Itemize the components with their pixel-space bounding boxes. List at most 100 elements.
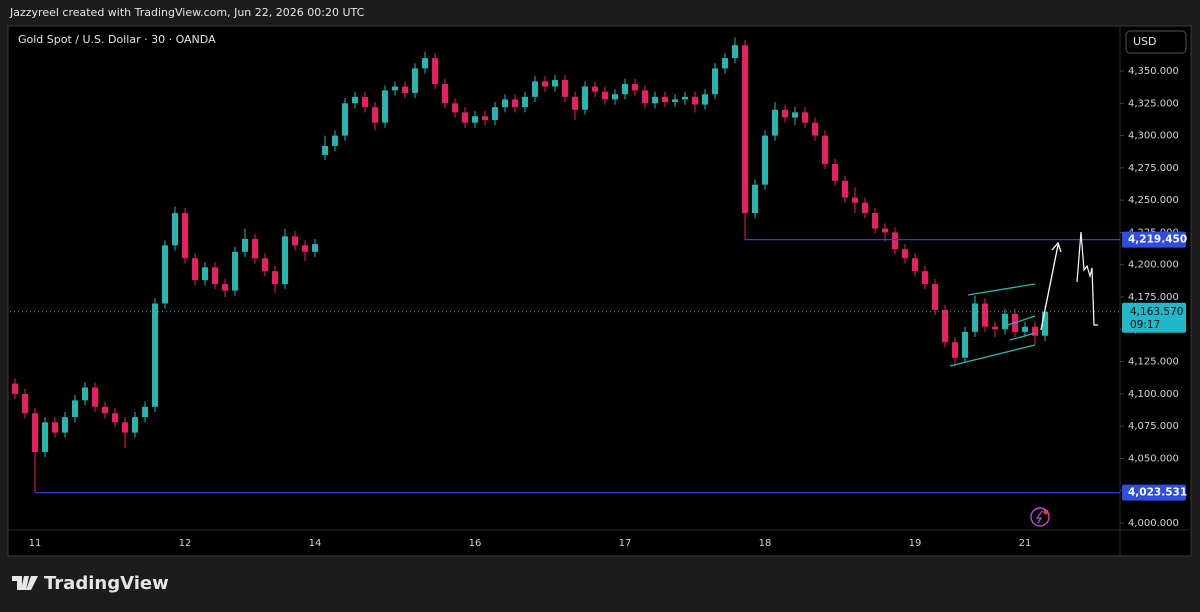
candle-body [952, 342, 958, 358]
alert-dot [1043, 509, 1049, 515]
candle-body [282, 236, 288, 285]
candle-body [402, 86, 408, 93]
candle-body [52, 422, 58, 433]
candle-body [982, 303, 988, 327]
channel-line [967, 283, 1036, 296]
candle-body [642, 90, 648, 104]
y-tick-label: 4,175.000 [1128, 292, 1179, 303]
candle-body [92, 387, 98, 407]
candle-body [202, 267, 208, 281]
candle-body [392, 86, 398, 91]
candle-body [522, 96, 528, 108]
candle-body [662, 96, 668, 103]
candle-body [192, 258, 198, 281]
candle-body [512, 99, 518, 108]
x-tick-label: 21 [1019, 538, 1032, 549]
candle-body [452, 103, 458, 113]
x-tick-label: 17 [619, 538, 632, 549]
candle-body [412, 68, 418, 93]
currency-label[interactable]: USD [1133, 35, 1157, 48]
plot: 4,000.0004,025.0004,050.0004,075.0004,10… [10, 37, 1187, 549]
y-tick-label: 4,275.000 [1128, 163, 1179, 174]
candle-body [212, 267, 218, 285]
candle-body [152, 303, 158, 407]
candle-body [812, 122, 818, 136]
candle-body [292, 236, 298, 246]
candle-body [892, 232, 898, 250]
y-tick-label: 4,100.000 [1128, 389, 1179, 400]
y-tick-label: 4,325.000 [1128, 98, 1179, 109]
candle-body [592, 86, 598, 92]
brand-name: TradingView [44, 573, 169, 594]
candle-body [432, 58, 438, 84]
price-line-tag [1122, 231, 1186, 248]
candle-body [722, 58, 728, 69]
candle-body [332, 135, 338, 146]
candle-body [492, 107, 498, 121]
y-tick-label: 4,050.000 [1128, 453, 1179, 464]
price-line-tag [1122, 484, 1186, 501]
candle-body [162, 245, 168, 304]
candle-body [262, 258, 268, 272]
brand-logo [12, 576, 38, 590]
candle-body [972, 303, 978, 332]
y-tick-label: 4,350.000 [1128, 66, 1179, 77]
x-tick-label: 16 [469, 538, 482, 549]
candle-body [72, 400, 78, 418]
last-price-tag [1122, 302, 1186, 333]
header-text: Jazzyreel created with TradingView.com, … [9, 6, 365, 19]
candle-body [572, 96, 578, 110]
candle-body [422, 58, 428, 69]
candle-body [712, 68, 718, 95]
flag-line [1007, 315, 1036, 326]
candle-body [772, 109, 778, 136]
y-tick-label: 4,125.000 [1128, 357, 1179, 368]
candle-body [112, 413, 118, 423]
candle-body [382, 90, 388, 123]
projection-arrow [1040, 244, 1059, 331]
candle-body [912, 258, 918, 272]
candle-body [862, 202, 868, 214]
arrow-head [1051, 241, 1062, 253]
candle-body [872, 213, 878, 229]
candle-body [42, 422, 48, 452]
symbol-title: Gold Spot / U.S. Dollar · 30 · OANDA [18, 33, 216, 46]
last-price-label: 4,163.570 [1130, 306, 1183, 318]
candle-body [762, 135, 768, 185]
alert-icon[interactable] [1030, 507, 1050, 527]
x-tick-label: 19 [909, 538, 922, 549]
chart-panel [7, 25, 1192, 557]
candle-body [342, 103, 348, 136]
candle-body [842, 180, 848, 198]
candle-body [1042, 311, 1048, 336]
y-tick-label: 4,200.000 [1128, 260, 1179, 271]
candle-body [12, 383, 18, 394]
candle-body [542, 81, 548, 87]
candle-body [82, 387, 88, 401]
x-tick-label: 12 [179, 538, 192, 549]
y-tick-label: 4,075.000 [1128, 421, 1179, 432]
candle-body [732, 45, 738, 59]
candle-body [832, 163, 838, 181]
candle-body [582, 86, 588, 110]
price-line-label: 4,219.450 [1128, 234, 1187, 246]
candle-body [852, 197, 858, 203]
candle-body [182, 213, 188, 259]
candle-body [882, 228, 888, 233]
candle-body [552, 80, 558, 87]
candle-body [32, 413, 38, 452]
candle-body [612, 94, 618, 100]
candle-body [122, 422, 128, 433]
candle-body [1022, 326, 1028, 332]
candle-body [142, 406, 148, 418]
candle-body [742, 45, 748, 214]
alert-icon-bolt [1035, 510, 1043, 524]
candle-body [672, 99, 678, 103]
currency-button[interactable] [1125, 30, 1187, 54]
candle-body [682, 96, 688, 100]
candle-body [232, 251, 238, 291]
candle-body [352, 96, 358, 104]
candle-body [62, 417, 68, 433]
candle-body [802, 112, 808, 123]
